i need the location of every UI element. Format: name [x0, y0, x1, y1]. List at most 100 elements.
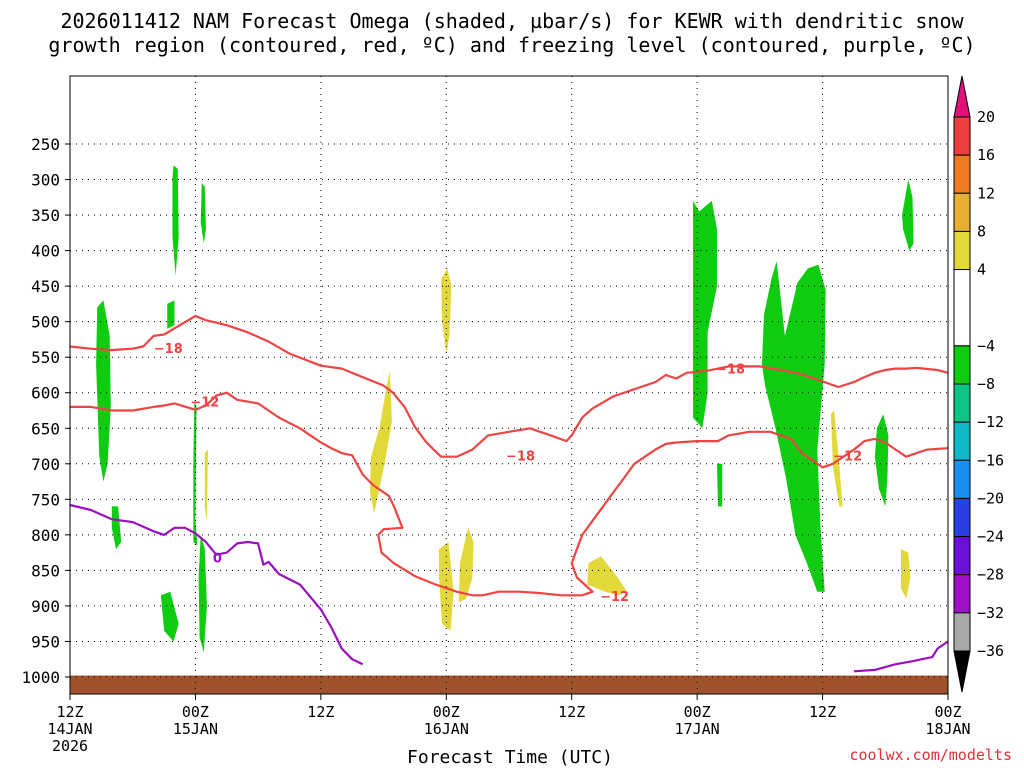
title-line-1: 2026011412 NAM Forecast Omega (shaded, µ…	[60, 9, 964, 33]
colorbar-label-4: 8	[977, 222, 986, 240]
ascent-region-16	[717, 463, 723, 507]
ascent-region-5	[160, 591, 179, 642]
grid-layer	[69, 76, 949, 694]
y-tick-label-250: 250	[31, 135, 60, 154]
x-tick-label-h0-line2: 14JAN	[47, 720, 92, 738]
freezing-0-contour	[69, 503, 364, 666]
dgz-minus12-label-2: −12	[600, 590, 629, 605]
colorbar-bin-4	[953, 192, 971, 232]
y-tick-label-950: 950	[31, 632, 60, 651]
y-tick-label-700: 700	[31, 455, 60, 474]
x-tick-label-h84-line1: 00Z	[934, 703, 961, 721]
colorbar-bin-9	[953, 421, 971, 461]
colorbar-bin-14	[953, 612, 971, 652]
colorbar-label-9: −16	[977, 451, 1004, 469]
y-axis: 250 300 350 400 450 500 550 600 650 700 750 800 850 9…	[21, 135, 70, 687]
ascent-region-6	[200, 183, 206, 244]
dgz-minus12-label-1: −12	[190, 395, 219, 410]
terrain-layer	[70, 675, 948, 694]
y-tick-label-600: 600	[31, 384, 60, 403]
colorbar-bin-12	[953, 536, 971, 576]
colorbar-label-6: −4	[977, 337, 995, 355]
x-tick-label-h48-line1: 12Z	[558, 703, 585, 721]
title-line-2: growth region (contoured, red, ºC) and f…	[48, 33, 975, 57]
colorbar-bin-10	[953, 459, 971, 499]
plot-frame	[69, 75, 949, 695]
ascent-region-2	[111, 506, 122, 550]
y-tick-label-450: 450	[31, 277, 60, 296]
descent-region-20	[901, 549, 911, 599]
x-tick-label-h12-line1: 00Z	[182, 703, 209, 721]
ascent-region-17	[761, 261, 826, 592]
y-tick-label-300: 300	[31, 171, 60, 190]
colorbar-bin-5	[953, 230, 971, 271]
x-tick-label-h60-line2: 17JAN	[675, 720, 720, 738]
colorbar-label-1: 20	[977, 108, 995, 126]
dgz-minus18-label-2: −18	[506, 449, 535, 464]
x-tick-label-h72-line1: 12Z	[809, 703, 836, 721]
ascent-region-4	[172, 165, 179, 276]
colorbar-bottom-arrow	[953, 650, 971, 693]
ascent-region-19	[874, 414, 889, 507]
colorbar-top-arrow	[953, 75, 971, 118]
ascent-region-21	[902, 179, 914, 251]
descent-region-9	[204, 449, 208, 521]
dgz-minus12-contour	[70, 391, 949, 597]
y-tick-label-350: 350	[31, 206, 60, 225]
contour-layer: −18 −18 −18 −12 −12 −12 0	[69, 314, 949, 673]
x-tick-label-h84-line2: 18JAN	[925, 720, 970, 738]
ascent-region-8	[198, 534, 207, 653]
dgz-minus12-label-3: −12	[833, 449, 862, 464]
colorbar-bin-8	[953, 383, 971, 423]
x-tick-label-h36-line2: 16JAN	[424, 720, 469, 738]
colorbar-label-14: −36	[977, 642, 1004, 660]
colorbar-bin-3	[953, 154, 971, 194]
colorbar-bin-13	[953, 574, 971, 614]
freezing-0-east-contour	[853, 640, 949, 673]
colorbar-label-7: −8	[977, 375, 995, 393]
colorbar-bin-7	[953, 345, 971, 385]
x-tick-label-h0-line3: 2026	[52, 737, 88, 755]
y-tick-label-850: 850	[31, 561, 60, 580]
x-axis-title: Forecast Time (UTC)	[407, 747, 613, 768]
freezing-0-label-1: 0	[213, 552, 222, 567]
colorbar-bin-11	[953, 497, 971, 538]
x-tick-label-h36-line1: 00Z	[433, 703, 460, 721]
watermark: coolwx.com/modelts	[849, 746, 1012, 764]
colorbar-label-13: −32	[977, 604, 1004, 622]
colorbar-label-10: −20	[977, 489, 1004, 507]
descent-region-18	[830, 410, 843, 507]
y-tick-label-650: 650	[31, 419, 60, 438]
colorbar-label-2: 16	[977, 146, 995, 164]
dgz-minus18-label-1: −18	[154, 342, 183, 357]
terrain-band	[70, 675, 948, 694]
descent-region-14	[587, 556, 628, 596]
x-tick-label-h0-line1: 12Z	[56, 703, 83, 721]
y-tick-label-800: 800	[31, 526, 60, 545]
colorbar-bin-6	[953, 269, 971, 347]
x-tick-label-h60-line1: 00Z	[684, 703, 711, 721]
ascent-region-15	[693, 200, 717, 429]
x-tick-label-h12-line2: 15JAN	[173, 720, 218, 738]
colorbar-label-5: 4	[977, 261, 986, 279]
x-tick-label-h24-line1: 12Z	[307, 703, 334, 721]
y-tick-label-550: 550	[31, 348, 60, 367]
y-tick-label-400: 400	[31, 242, 60, 261]
colorbar-label-11: −24	[977, 528, 1004, 546]
y-tick-label-1000: 1000	[21, 668, 60, 687]
colorbar-label-3: 12	[977, 184, 995, 202]
dgz-minus18-contour	[69, 314, 949, 458]
colorbar-bin-2	[953, 116, 971, 156]
descent-region-10	[370, 371, 392, 514]
y-tick-label-900: 900	[31, 597, 60, 616]
descent-region-13	[458, 527, 474, 603]
y-tick-label-500: 500	[31, 313, 60, 332]
ascent-region-3	[167, 300, 175, 329]
colorbar-label-12: −28	[977, 566, 1004, 584]
colorbar: 20 16 12 8 4 −4 −8 −12 −16 −20 −24 −28 −32 −36	[953, 75, 1004, 693]
y-tick-label-750: 750	[31, 490, 60, 509]
colorbar-label-8: −12	[977, 413, 1004, 431]
dgz-minus18-label-3: −18	[716, 363, 745, 378]
